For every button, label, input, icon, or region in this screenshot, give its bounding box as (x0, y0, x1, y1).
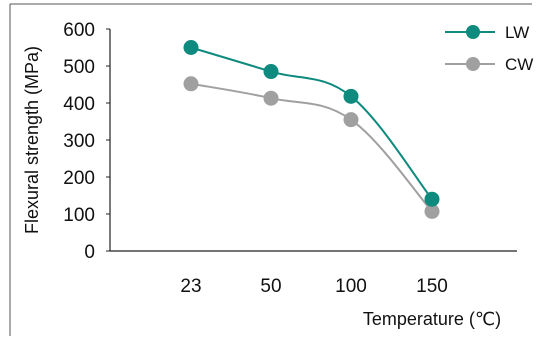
series-cw (183, 76, 440, 219)
data-point-lw (343, 88, 359, 104)
y-tick-label: 500 (63, 57, 95, 78)
series-lw (183, 40, 440, 207)
data-point-cw (343, 112, 359, 128)
data-point-cw (183, 76, 199, 92)
data-point-lw (263, 64, 279, 80)
y-tick-label: 0 (84, 242, 95, 263)
y-tick-label: 100 (63, 205, 95, 226)
series-line-lw (190, 46, 433, 200)
y-axis-title: Flexural strength (MPa) (22, 46, 42, 234)
data-point-lw (424, 191, 440, 207)
x-tick-label: 150 (416, 276, 448, 297)
y-tick-label: 200 (63, 168, 95, 189)
legend-marker-lw (466, 25, 480, 39)
legend-entry-lw: LW (445, 23, 529, 42)
legend-label-lw: LW (505, 23, 529, 42)
legend-label-cw: CW (505, 55, 533, 74)
legend: LW CW (445, 23, 533, 74)
axes: 0 100 200 300 400 500 600 23 50 100 150 (9, 3, 532, 336)
series-layer (183, 40, 440, 219)
data-point-cw (263, 90, 279, 106)
y-tick-label: 300 (63, 131, 95, 152)
y-tick-label: 600 (63, 20, 95, 41)
x-tick-label: 50 (260, 276, 281, 297)
x-axis-title: Temperature (℃) (363, 309, 501, 329)
data-point-cw (424, 203, 440, 219)
x-tick-label: 100 (335, 276, 367, 297)
x-tick-label: 23 (180, 276, 201, 297)
data-point-lw (183, 40, 199, 55)
legend-marker-cw (466, 57, 480, 71)
series-line-cw (190, 82, 433, 213)
legend-entry-cw: CW (445, 55, 533, 74)
y-tick-label: 400 (63, 94, 95, 115)
